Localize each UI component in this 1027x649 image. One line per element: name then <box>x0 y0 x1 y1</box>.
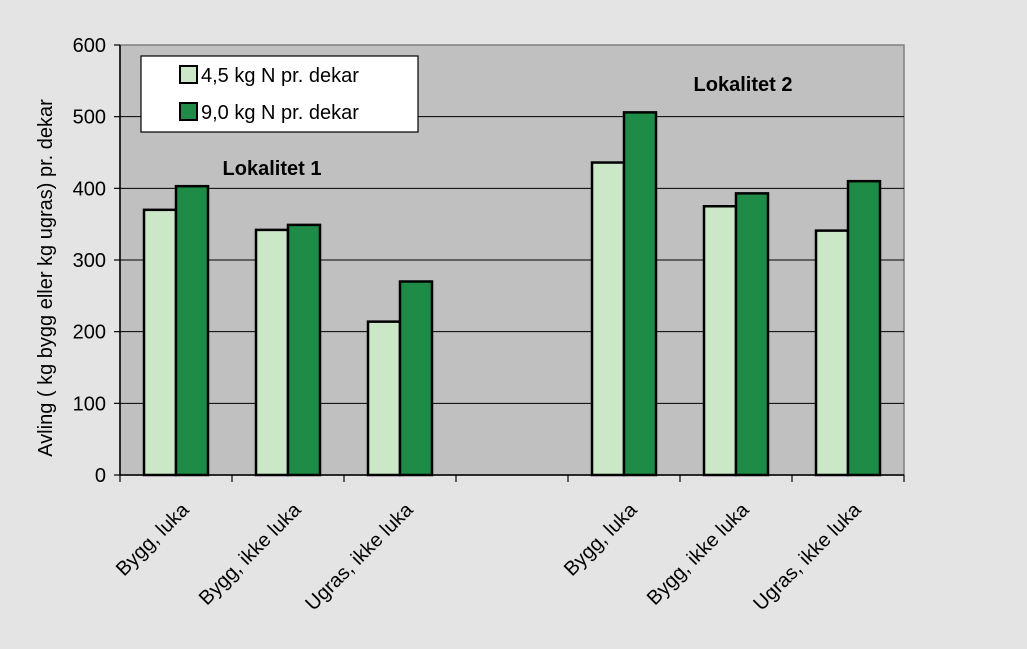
y-tick-label: 500 <box>73 107 106 129</box>
bar-low-n <box>366 320 402 477</box>
bar-high-n <box>846 179 882 477</box>
legend-swatch <box>179 102 198 121</box>
x-category-label: Bygg, luka <box>112 498 194 580</box>
bar-low-n <box>814 229 850 477</box>
bar-low-n <box>142 208 178 477</box>
bar-high-n <box>734 192 770 477</box>
y-tick-label: 0 <box>95 465 106 487</box>
y-tick-label: 100 <box>73 393 106 415</box>
bar-high-n <box>398 280 434 477</box>
legend-label: 4,5 kg N pr. dekar <box>201 65 359 87</box>
bar-low-n <box>254 228 290 477</box>
bar-high-n <box>622 111 658 477</box>
y-axis-label: Avling ( kg bygg eller kg ugras) pr. dek… <box>35 99 57 457</box>
bar-high-n <box>286 223 322 477</box>
y-tick-label: 600 <box>73 35 106 57</box>
legend-label: 9,0 kg N pr. dekar <box>201 102 359 124</box>
group-annotation: Lokalitet 1 <box>223 158 322 180</box>
x-category-label: Bygg, ikke luka <box>643 498 754 609</box>
y-tick-label: 400 <box>73 178 106 200</box>
x-category-label: Ugras, ikke luka <box>301 498 418 615</box>
bar-low-n <box>590 161 626 477</box>
bar-low-n <box>702 205 738 477</box>
bar-high-n <box>174 184 210 477</box>
legend-swatch <box>179 65 198 84</box>
group-annotation: Lokalitet 2 <box>694 74 793 96</box>
y-tick-label: 200 <box>73 322 106 344</box>
y-tick-label: 300 <box>73 250 106 272</box>
x-category-label: Bygg, luka <box>560 498 642 580</box>
x-category-label: Bygg, ikke luka <box>195 498 306 609</box>
x-category-label: Ugras, ikke luka <box>749 498 866 615</box>
